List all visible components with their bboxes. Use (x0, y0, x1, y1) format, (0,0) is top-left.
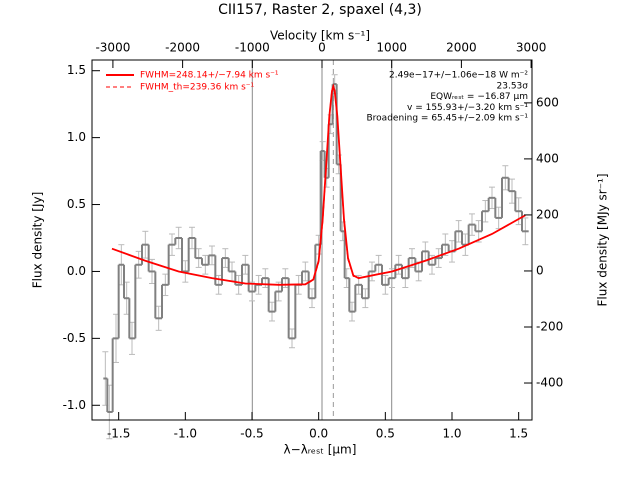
y2-tick-label: 0 (536, 263, 544, 277)
x2-tick-label: -2000 (165, 41, 200, 55)
x2-axis-label: Velocity [km s⁻¹] (270, 29, 370, 43)
plot-frame (91, 59, 533, 421)
x2-tick-label: -1000 (235, 41, 270, 55)
y-tick-label: 1.5 (67, 63, 86, 77)
x-tick-label: 0.5 (376, 427, 395, 441)
x2-tick-label: 0 (318, 41, 326, 55)
x-tick-label: 0.0 (309, 427, 328, 441)
y2-tick-label: -400 (536, 376, 563, 390)
y2-axis-label: Flux density [MJy sr⁻¹] (596, 173, 610, 306)
annotation: EQWᵣₑₛₜ = −16.87 µm (430, 92, 528, 102)
fit-line (111, 83, 526, 286)
x2-tick-label: 1000 (376, 41, 407, 55)
x2-tick-label: 2000 (446, 41, 477, 55)
y-tick-label: 1.0 (67, 130, 86, 144)
x-tick-label: -1.5 (107, 427, 130, 441)
y-tick-label: 0.0 (67, 264, 86, 278)
y-tick-label: 0.5 (67, 197, 86, 211)
legend-label: FWHM=248.14+/−7.94 km s⁻¹ (140, 71, 279, 81)
x2-tick-label: -3000 (95, 41, 130, 55)
x-tick-label: 1.0 (442, 427, 461, 441)
x2-tick-label: 3000 (516, 41, 547, 55)
chart-title: CII157, Raster 2, spaxel (4,3) (218, 2, 422, 18)
spectrum-connector (106, 84, 523, 412)
annotation: Broadening = 65.45+/−2.09 km s⁻¹ (367, 114, 529, 124)
x-tick-label: 1.5 (509, 427, 528, 441)
annotation: 23.53σ (497, 81, 529, 91)
x-tick-label: -1.0 (174, 427, 197, 441)
y2-tick-label: 200 (536, 207, 559, 221)
y2-tick-label: 400 (536, 151, 559, 165)
legend-label: FWHM_th=239.36 km s⁻¹ (140, 83, 255, 93)
y-axis-label: Flux density [Jy] (31, 192, 45, 289)
y2-tick-label: -200 (536, 319, 563, 333)
annotation: 2.49e−17+/−1.06e−18 W m⁻² (389, 71, 528, 81)
y-tick-label: -1.0 (63, 398, 86, 412)
x-axis-label: λ−λᵣₑₛₜ [µm] (284, 443, 357, 457)
y-tick-label: -0.5 (63, 331, 86, 345)
y2-tick-label: 600 (536, 95, 559, 109)
x-tick-label: -0.5 (240, 427, 263, 441)
annotation: v = 155.93+/−3.20 km s⁻¹ (407, 103, 528, 113)
